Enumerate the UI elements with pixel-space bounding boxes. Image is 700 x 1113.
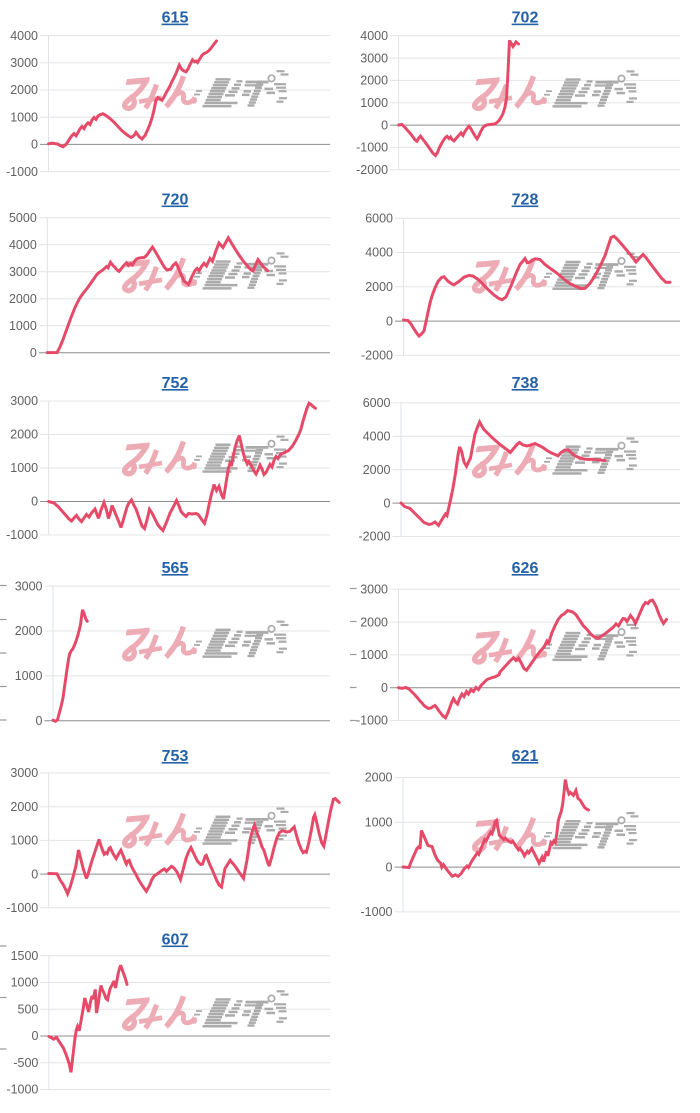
svg-text:1000: 1000: [365, 816, 393, 830]
svg-text:753: 753: [162, 748, 189, 765]
svg-text:0: 0: [381, 681, 388, 695]
svg-text:0: 0: [36, 714, 43, 728]
svg-text:0: 0: [31, 1029, 38, 1043]
svg-text:2000: 2000: [15, 624, 43, 638]
svg-text:-1000: -1000: [6, 1083, 38, 1097]
svg-text:3000: 3000: [360, 51, 388, 65]
svg-text:2000: 2000: [360, 74, 388, 88]
svg-text:1000: 1000: [11, 976, 39, 990]
svg-text:500: 500: [18, 1002, 39, 1016]
svg-text:-2000: -2000: [361, 349, 393, 363]
svg-text:2000: 2000: [10, 428, 38, 442]
svg-text:4000: 4000: [10, 29, 38, 43]
svg-text:-500: -500: [13, 1056, 38, 1070]
svg-text:-2000: -2000: [359, 530, 391, 544]
svg-text:720: 720: [162, 192, 189, 209]
svg-text:3000: 3000: [360, 583, 388, 597]
svg-text:3000: 3000: [10, 766, 38, 780]
svg-text:3000: 3000: [10, 394, 38, 408]
svg-text:1000: 1000: [360, 96, 388, 110]
svg-text:1500: 1500: [11, 949, 39, 963]
svg-text:2000: 2000: [360, 615, 388, 629]
svg-text:2000: 2000: [365, 280, 393, 294]
svg-text:-1000: -1000: [361, 905, 393, 919]
svg-text:3000: 3000: [10, 56, 38, 70]
svg-text:4000: 4000: [363, 430, 391, 444]
svg-text:4000: 4000: [360, 29, 388, 43]
svg-text:2000: 2000: [10, 800, 38, 814]
svg-text:4000: 4000: [365, 246, 393, 260]
svg-text:2000: 2000: [9, 292, 37, 306]
svg-text:6000: 6000: [363, 396, 391, 410]
svg-text:607: 607: [162, 932, 189, 949]
svg-text:0: 0: [30, 346, 37, 360]
svg-text:0: 0: [386, 860, 393, 874]
svg-text:752: 752: [162, 375, 189, 392]
svg-text:1000: 1000: [10, 461, 38, 475]
svg-text:1000: 1000: [9, 319, 37, 333]
svg-text:-1000: -1000: [356, 714, 388, 728]
svg-text:2000: 2000: [363, 463, 391, 477]
svg-text:1000: 1000: [360, 648, 388, 662]
svg-text:728: 728: [512, 192, 539, 209]
svg-text:-2000: -2000: [356, 163, 388, 177]
svg-text:-1000: -1000: [356, 141, 388, 155]
svg-text:0: 0: [31, 495, 38, 509]
svg-text:4000: 4000: [9, 238, 37, 252]
svg-text:3000: 3000: [15, 579, 43, 593]
svg-text:615: 615: [162, 10, 189, 27]
svg-text:2000: 2000: [365, 771, 393, 785]
svg-text:621: 621: [512, 748, 539, 765]
svg-text:0: 0: [386, 314, 393, 328]
svg-text:-1000: -1000: [6, 901, 38, 915]
svg-text:5000: 5000: [9, 211, 37, 225]
svg-text:0: 0: [384, 496, 391, 510]
svg-text:0: 0: [31, 867, 38, 881]
svg-text:626: 626: [512, 560, 539, 577]
svg-text:738: 738: [512, 375, 539, 392]
svg-text:0: 0: [381, 118, 388, 132]
svg-text:1000: 1000: [15, 669, 43, 683]
svg-text:2000: 2000: [10, 83, 38, 97]
svg-text:-1000: -1000: [6, 528, 38, 542]
svg-text:702: 702: [512, 10, 539, 27]
svg-text:6000: 6000: [365, 211, 393, 225]
svg-text:3000: 3000: [9, 265, 37, 279]
svg-text:1000: 1000: [10, 110, 38, 124]
svg-text:1000: 1000: [10, 834, 38, 848]
svg-text:-1000: -1000: [6, 165, 38, 179]
svg-text:565: 565: [162, 560, 189, 577]
svg-text:0: 0: [31, 138, 38, 152]
